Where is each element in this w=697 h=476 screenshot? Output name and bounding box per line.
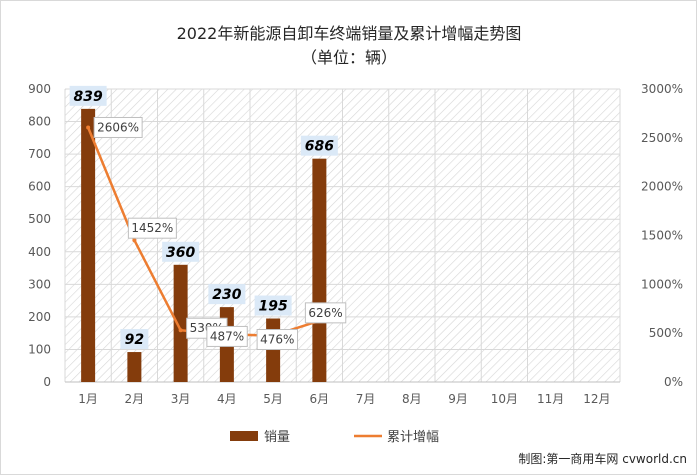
bar-data-labels: 839 92 360 230 195 686: [69, 85, 338, 350]
line-label-box: [93, 116, 143, 138]
left-tick-label: 700: [28, 147, 51, 161]
x-tick-label: 1月: [78, 392, 98, 406]
right-tick-label: 3000%: [641, 82, 683, 96]
gridlines: [64, 88, 621, 383]
line-data-label: 476%: [260, 333, 294, 347]
bar-data-label: 839: [74, 89, 103, 105]
line-data-labels: 2606%1452%530%487%476%626%: [93, 116, 347, 351]
bar-2月: [127, 352, 142, 382]
growth-point: [132, 238, 137, 243]
bar-data-label: 360: [166, 245, 195, 261]
bar-data-label: 195: [259, 299, 288, 315]
bar-label-box: [120, 329, 149, 350]
bar-1月: [81, 108, 96, 382]
bar-label-box: [254, 295, 292, 316]
bar-label-box: [300, 135, 338, 156]
bar-data-label: 230: [212, 287, 241, 303]
left-tick-label: 200: [28, 310, 51, 324]
bar-3月: [173, 264, 188, 382]
bar-label-box: [162, 241, 200, 262]
bar-6月: [312, 158, 327, 382]
x-tick-label: 8月: [402, 392, 422, 406]
line-data-label: 487%: [210, 329, 244, 343]
x-tick-label: 10月: [491, 392, 518, 406]
source-credit: 制图:第一商用车网 cvworld.cn: [518, 451, 687, 466]
legend-label-sales: 销量: [264, 430, 290, 445]
left-tick-label: 500: [28, 212, 51, 226]
x-tick-label: 7月: [356, 392, 376, 406]
bar-label-box: [208, 284, 246, 305]
x-tick-label: 6月: [310, 392, 330, 406]
x-tick-label: 5月: [263, 392, 283, 406]
x-tick-label: 2月: [125, 392, 145, 406]
left-tick-label: 600: [28, 180, 51, 194]
bar-data-label: 92: [125, 332, 144, 348]
left-tick-label: 300: [28, 277, 51, 291]
left-tick-label: 400: [28, 245, 51, 259]
bar-label-box: [69, 85, 107, 106]
line-data-label: 626%: [308, 306, 342, 320]
right-tick-label: 1500%: [641, 229, 683, 243]
x-axis: 1月 2月 3月 4月 5月 6月 7月 8月 9月 10月 11月 12月: [78, 392, 610, 406]
line-label-box: [256, 329, 299, 351]
x-tick-label: 9月: [448, 392, 468, 406]
left-tick-label: 100: [28, 342, 51, 356]
line-label-box: [127, 217, 177, 239]
left-axis: 0 100 200 300 400 500 600 700 800 900: [28, 82, 51, 389]
left-tick-label: 800: [28, 115, 51, 129]
growth-point: [86, 125, 91, 130]
growth-point: [178, 328, 183, 333]
bar-series: [81, 108, 327, 382]
line-data-label: 2606%: [97, 120, 139, 134]
x-tick-label: 11月: [537, 392, 564, 406]
legend-swatch-sales: [230, 431, 258, 441]
legend: 销量 累计增幅: [230, 430, 439, 445]
right-axis: 0% 500% 1000% 1500% 2000% 2500% 3000%: [641, 82, 683, 389]
right-tick-label: 2000%: [641, 180, 683, 194]
bar-5月: [266, 318, 281, 382]
left-tick-label: 900: [28, 82, 51, 96]
chart-title: 2022年新能源自卸车终端销量及累计增幅走势图: [177, 24, 522, 43]
right-tick-label: 500%: [649, 326, 683, 340]
right-tick-label: 1000%: [641, 277, 683, 291]
line-data-label: 1452%: [131, 221, 173, 235]
chart-subtitle: （单位：辆）: [301, 48, 397, 67]
line-label-box: [206, 325, 248, 347]
left-tick-label: 0: [43, 375, 51, 389]
x-tick-label: 3月: [171, 392, 191, 406]
line-label-box: [304, 302, 347, 324]
x-tick-label: 12月: [583, 392, 610, 406]
bar-data-label: 686: [305, 139, 334, 155]
x-tick-label: 4月: [217, 392, 237, 406]
right-tick-label: 0%: [664, 375, 683, 389]
legend-label-growth: 累计增幅: [387, 430, 439, 445]
right-tick-label: 2500%: [641, 131, 683, 145]
